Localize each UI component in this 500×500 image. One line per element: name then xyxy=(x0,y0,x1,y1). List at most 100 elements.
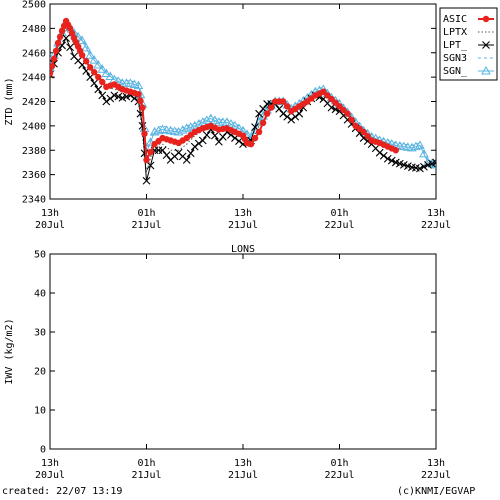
data-point-asic xyxy=(251,134,259,142)
x-mark-stroke xyxy=(395,159,404,168)
x-tick-label-date: 21Jul xyxy=(228,220,258,231)
data-point-asic xyxy=(247,140,255,148)
x-tick-label-time: 13h xyxy=(234,458,252,469)
data-point-asic xyxy=(50,55,58,63)
x-tick-label-time: 13h xyxy=(427,458,445,469)
data-point-sgn_ xyxy=(185,122,196,131)
x-mark-stroke xyxy=(387,156,396,165)
data-point-sgn_ xyxy=(105,71,116,81)
data-point-lpt_ xyxy=(162,151,171,160)
x-mark-stroke xyxy=(98,91,107,100)
data-point-lpt_ xyxy=(202,131,211,139)
data-point-lpt_ xyxy=(198,136,207,145)
x-mark-stroke xyxy=(194,139,203,148)
x-mark-stroke xyxy=(287,115,296,124)
legend-label: SGN_ xyxy=(443,66,468,77)
x-tick-label-time: 01h xyxy=(330,208,348,219)
x-mark-stroke xyxy=(142,176,151,185)
x-tick-label-time: 01h xyxy=(330,458,348,469)
data-point-sgn_ xyxy=(101,68,112,77)
data-point-asic xyxy=(141,130,148,137)
data-point-lpt_ xyxy=(214,137,223,146)
x-mark-stroke xyxy=(50,73,54,79)
data-point-asic xyxy=(82,58,90,65)
data-point-sgn_ xyxy=(77,35,88,45)
series-line-asic xyxy=(50,18,397,164)
panel-title: LONS xyxy=(231,244,255,255)
x-tick-label-date: 21Jul xyxy=(131,220,161,231)
data-point-asic xyxy=(66,25,74,32)
data-point-asic xyxy=(392,147,399,154)
x-mark-stroke xyxy=(275,104,284,113)
legend-label: LPTX xyxy=(443,27,467,38)
data-point-sgn_ xyxy=(97,64,108,73)
data-point-sgn_ xyxy=(415,140,425,149)
x-mark-stroke xyxy=(94,85,103,94)
data-point-asic xyxy=(263,110,271,117)
x-mark-stroke xyxy=(198,136,207,145)
x-tick-label-date: 22Jul xyxy=(421,220,451,231)
data-point-lpt_ xyxy=(186,149,195,158)
data-point-lpt_ xyxy=(383,154,392,163)
data-point-lpt_ xyxy=(375,148,384,157)
data-point-asic xyxy=(348,116,355,123)
data-point-lpt_ xyxy=(210,131,219,140)
data-point-asic xyxy=(135,90,142,98)
x-mark-stroke xyxy=(182,156,191,164)
x-mark-stroke xyxy=(295,109,304,118)
x-mark-stroke xyxy=(210,131,219,140)
x-mark-stroke xyxy=(138,121,147,130)
x-mark-stroke xyxy=(214,137,223,146)
data-point-lpt_ xyxy=(432,158,436,167)
x-mark-stroke xyxy=(162,151,171,160)
y-tick-label: 30 xyxy=(34,328,46,339)
x-mark-stroke xyxy=(90,79,99,88)
data-point-asic xyxy=(259,119,267,127)
y-tick-label: 2480 xyxy=(22,24,46,35)
data-point-asic xyxy=(56,33,64,41)
data-point-lpt_ xyxy=(420,162,428,171)
x-tick-label-time: 13h xyxy=(234,208,252,219)
data-point-lpt_ xyxy=(62,34,70,43)
data-point-lpt_ xyxy=(98,91,107,100)
data-point-sgn_ xyxy=(153,125,164,135)
series-line-lpt_ xyxy=(50,36,436,181)
x-mark-stroke xyxy=(391,158,400,167)
x-mark-stroke xyxy=(432,161,436,167)
x-tick-label-date: 22Jul xyxy=(324,220,354,231)
data-point-lpt_ xyxy=(102,97,111,106)
data-point-asic xyxy=(255,128,263,136)
x-mark-stroke xyxy=(416,164,424,173)
data-point-asic xyxy=(50,62,56,70)
data-point-asic xyxy=(68,30,76,37)
x-mark-stroke xyxy=(62,34,70,43)
x-tick-label-date: 22Jul xyxy=(324,470,354,481)
x-mark-stroke xyxy=(114,92,123,101)
data-point-lpt_ xyxy=(158,146,167,155)
legend-label: LPT_ xyxy=(443,40,468,51)
plot-frame xyxy=(49,253,437,450)
data-point-asic xyxy=(143,156,150,164)
data-point-lpt_ xyxy=(146,161,155,170)
data-point-sgn_ xyxy=(89,55,100,64)
data-point-lpt_ xyxy=(291,112,300,121)
ztd-panel: 23402360238024002420244024602480250013h2… xyxy=(4,0,498,231)
y-tick-label: 50 xyxy=(34,250,46,261)
x-mark-stroke xyxy=(102,97,111,106)
legend-marker-sgn_ xyxy=(481,65,491,75)
data-point-sgn_ xyxy=(419,148,429,158)
x-tick-label-time: 01h xyxy=(137,208,155,219)
y-tick-label: 2420 xyxy=(22,97,46,108)
y-tick-label: 2340 xyxy=(22,195,46,206)
data-point-asic xyxy=(364,133,371,140)
data-point-lpt_ xyxy=(194,139,203,148)
x-mark-stroke xyxy=(291,112,300,121)
data-point-lpt_ xyxy=(235,137,243,145)
x-mark-stroke xyxy=(178,152,187,161)
data-point-lpt_ xyxy=(106,94,115,103)
y-tick-label: 2380 xyxy=(22,146,46,157)
data-point-sgn_ xyxy=(177,125,188,134)
data-point-lpt_ xyxy=(182,156,191,164)
x-tick-label-date: 21Jul xyxy=(228,470,258,481)
